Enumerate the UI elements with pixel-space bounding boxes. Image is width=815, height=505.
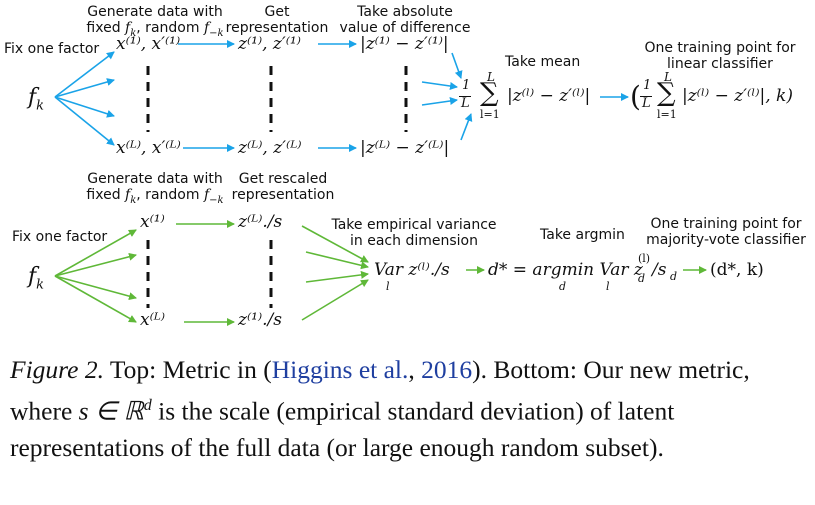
bottom-variance-label: Take empirical variance in each dimensio…: [331, 217, 497, 249]
arrow-z-var-2: [305, 251, 369, 270]
arrow-top-3: [54, 96, 115, 118]
bottom-var-sub: l: [386, 280, 390, 293]
top-get-rep-label: Get representation: [225, 4, 329, 36]
arrow-bot-2: [54, 252, 137, 277]
bottom-fk-node: fk: [28, 264, 45, 293]
arrow-z-var-3: [305, 270, 369, 283]
top-fk-node: fk: [28, 85, 45, 114]
arrow-z-var-1: [301, 225, 369, 263]
arrow-top-2: [54, 78, 115, 98]
top-x-last: x⁽ᴸ⁾, x′⁽ᴸ⁾: [116, 138, 181, 158]
arrow-bot-1: [54, 229, 137, 277]
bottom-x-first: x⁽¹⁾: [140, 212, 165, 232]
scale-symbol: s ∈ ℝ: [78, 396, 144, 426]
citation-year-link[interactable]: 2016: [421, 355, 473, 384]
top-diff-last: |z⁽ᴸ⁾ − z′⁽ᴸ⁾|: [360, 138, 450, 158]
arrow-d-mean-4: [460, 113, 473, 141]
bottom-z-first: z⁽ᴸ⁾./s: [238, 212, 283, 232]
top-z-last: z⁽ᴸ⁾, z′⁽ᴸ⁾: [238, 138, 302, 158]
top-abs-label: Take absolute value of difference: [339, 4, 471, 36]
bottom-get-rep-label: Get rescaled representation: [231, 171, 335, 203]
arrow-top-1: [54, 51, 115, 98]
arrow-z-var-4: [301, 279, 369, 321]
bottom-result: (d*, k): [710, 260, 764, 280]
citation-author-link[interactable]: Higgins et al.: [271, 355, 409, 384]
bottom-x-last: x⁽ᴸ⁾: [140, 310, 166, 330]
top-take-mean-label: Take mean: [505, 54, 581, 70]
arrow-top-4: [54, 96, 115, 146]
arrow-bot-3: [54, 275, 137, 301]
arrow-d-mean-1: [451, 52, 463, 79]
figure-number: Figure 2.: [10, 355, 104, 384]
bottom-train-label: One training point for majority-vote cla…: [646, 216, 806, 248]
bottom-var-expression: Var z⁽ˡ⁾./s: [374, 260, 450, 280]
top-fix-factor-label: Fix one factor: [4, 41, 100, 57]
bottom-argmin-label: Take argmin: [540, 227, 625, 243]
top-diff-first: |z⁽¹⁾ − z′⁽¹⁾|: [360, 34, 449, 54]
bottom-generate-label: Generate data with fixed fk, random f−k: [86, 171, 224, 206]
bottom-fix-factor-label: Fix one factor: [12, 229, 108, 245]
arrow-d-mean-2: [421, 81, 458, 90]
arrow-d-mean-3: [421, 97, 458, 106]
top-x-first: x⁽¹⁾, x′⁽¹⁾: [116, 34, 181, 54]
top-z-first: z⁽¹⁾, z′⁽¹⁾: [238, 34, 301, 54]
arrow-bot-4: [54, 275, 137, 323]
top-train-label: One training point for linear classifier: [644, 40, 796, 72]
figure-caption: Figure 2. Top: Metric in (Higgins et al.…: [10, 355, 750, 462]
bottom-z-last: z⁽¹⁾./s: [238, 310, 282, 330]
top-generate-label: Generate data with fixed fk, random f−k: [86, 4, 224, 39]
